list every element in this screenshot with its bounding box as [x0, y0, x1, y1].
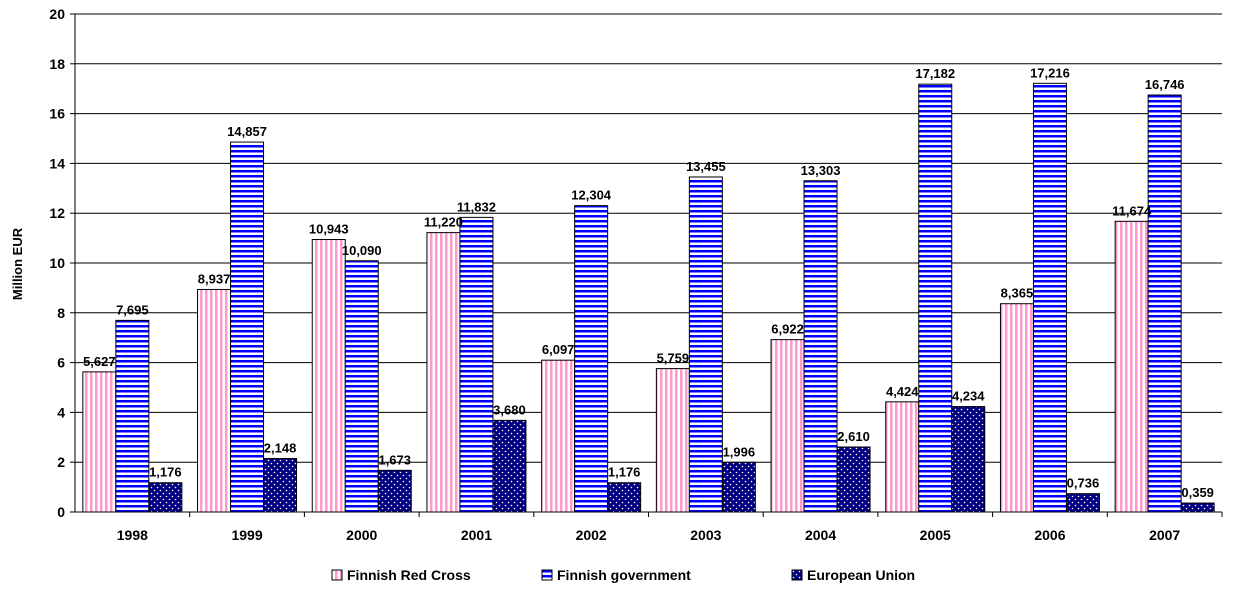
legend-item: Finnish government	[541, 567, 691, 583]
data-label: 6,097	[542, 342, 575, 357]
legend-swatch	[791, 569, 803, 581]
bar-finnish-government	[115, 319, 150, 513]
bar-finnish-government	[918, 83, 953, 513]
data-label: 8,365	[1001, 286, 1034, 301]
legend-swatch	[331, 569, 343, 581]
bar-finnish-red-cross	[426, 232, 461, 513]
y-tick-label: 12	[49, 205, 65, 221]
bar-european-union	[1180, 502, 1215, 513]
y-tick-label: 0	[57, 504, 65, 520]
legend-label: Finnish Red Cross	[347, 567, 471, 583]
y-tick-label: 14	[49, 155, 65, 171]
data-label: 16,746	[1145, 77, 1185, 92]
y-tick-label: 18	[49, 56, 65, 72]
bar-european-union	[951, 406, 986, 513]
bar-finnish-government	[344, 260, 379, 513]
bar-european-union	[377, 469, 412, 513]
legend-label: Finnish government	[557, 567, 691, 583]
y-tick-label: 16	[49, 106, 65, 122]
y-tick-label: 4	[57, 404, 65, 420]
data-label: 14,857	[227, 124, 267, 139]
data-label: 5,627	[83, 354, 116, 369]
bar-finnish-government	[1032, 82, 1067, 513]
x-axis: 1998 1999 2000 2001 2002 2003 2004 2005 2006 2007	[75, 511, 1223, 543]
bar-european-union	[721, 461, 756, 513]
y-tick-label: 6	[57, 355, 65, 371]
data-label: 7,695	[116, 302, 149, 317]
data-label: 3,680	[493, 402, 526, 417]
x-tick-label: 1998	[117, 527, 148, 543]
data-label: 10,943	[309, 222, 349, 237]
data-label: 17,182	[915, 66, 955, 81]
data-label: 6,922	[771, 322, 804, 337]
data-label: 11,220	[424, 215, 463, 230]
data-labels: 5,627 7,695 1,176 8,937 14,857 2,148 10,943 10,…	[83, 65, 1214, 500]
bar-european-union	[836, 446, 871, 513]
data-label: 2,610	[837, 429, 870, 444]
bar-finnish-red-cross	[770, 339, 805, 513]
data-label: 11,674	[1112, 203, 1152, 218]
data-label: 13,303	[801, 163, 841, 178]
bar-finnish-government	[1147, 94, 1182, 513]
y-tick-label: 2	[57, 454, 65, 470]
gridlines	[75, 13, 1222, 463]
data-label: 11,832	[457, 199, 496, 214]
x-tick-label: 2003	[690, 527, 721, 543]
legend-label: European Union	[807, 567, 915, 583]
bar-finnish-government	[688, 176, 723, 513]
bars	[82, 82, 1215, 513]
data-label: 1,176	[149, 465, 182, 480]
y-axis: 0 2 4 6 8 10 12 14 16 18 20	[49, 6, 76, 520]
bar-finnish-red-cross	[311, 239, 346, 513]
bar-finnish-red-cross	[541, 359, 576, 513]
x-tick-label: 2006	[1034, 527, 1065, 543]
y-tick-label: 20	[49, 6, 65, 22]
x-tick-label: 2007	[1149, 527, 1180, 543]
x-tick-label: 2004	[805, 527, 836, 543]
x-tick-label: 2001	[461, 527, 492, 543]
bar-finnish-government	[574, 205, 609, 513]
legend: Finnish Red Cross Finnish government Europ…	[331, 567, 915, 583]
data-label: 1,673	[378, 452, 411, 467]
x-tick-label: 1999	[231, 527, 262, 543]
bar-finnish-government	[459, 216, 494, 513]
bar-finnish-red-cross	[197, 288, 232, 513]
x-tick-label: 2000	[346, 527, 377, 543]
bar-finnish-red-cross	[655, 368, 690, 513]
bar-finnish-red-cross	[1114, 220, 1149, 513]
bar-european-union	[263, 458, 298, 513]
bar-european-union	[1065, 493, 1100, 513]
data-label: 12,304	[571, 188, 612, 203]
data-label: 5,759	[657, 351, 690, 366]
y-tick-label: 8	[57, 305, 65, 321]
bar-finnish-red-cross	[82, 371, 117, 513]
bar-european-union	[492, 419, 527, 513]
data-label: 13,455	[686, 159, 726, 174]
bar-finnish-red-cross	[885, 401, 920, 513]
bar-european-union	[148, 482, 183, 513]
legend-swatch	[541, 569, 553, 581]
legend-item: Finnish Red Cross	[331, 567, 471, 583]
data-label: 4,234	[952, 389, 985, 404]
y-tick-label: 10	[49, 255, 65, 271]
x-tick-label: 2002	[576, 527, 607, 543]
data-label: 17,216	[1030, 65, 1070, 80]
data-label: 1,996	[723, 444, 756, 459]
data-label: 2,148	[264, 441, 297, 456]
x-tick-label: 2005	[920, 527, 951, 543]
data-label: 1,176	[608, 465, 641, 480]
data-label: 8,937	[198, 271, 231, 286]
legend-item: European Union	[791, 567, 915, 583]
y-axis-title: Million EUR	[10, 227, 25, 300]
data-label: 10,090	[342, 243, 382, 258]
bar-finnish-government	[230, 141, 265, 513]
bar-finnish-government	[803, 180, 838, 513]
data-label: 0,359	[1181, 485, 1214, 500]
bar-european-union	[607, 482, 642, 513]
data-label: 4,424	[886, 384, 919, 399]
bar-finnish-red-cross	[999, 303, 1034, 513]
data-label: 0,736	[1067, 476, 1100, 491]
